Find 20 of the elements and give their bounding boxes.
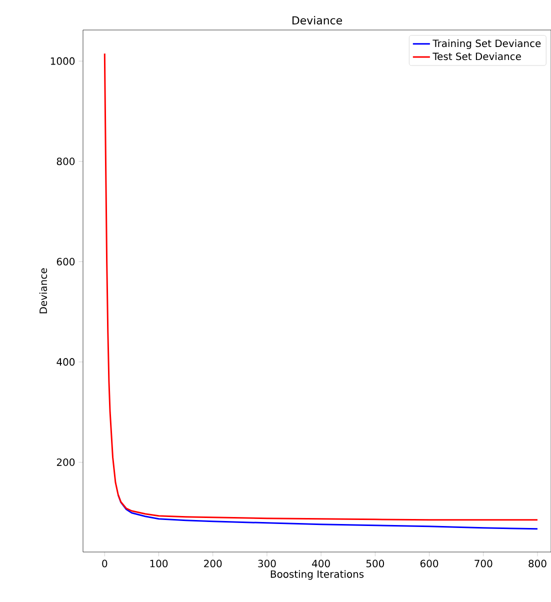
x-tick-label: 400	[312, 560, 330, 568]
x-axis-title: Boosting Iterations	[270, 570, 364, 580]
x-tick-label: 800	[528, 560, 546, 568]
x-tick-label: 0	[102, 560, 108, 568]
y-axis-title: Deviance	[39, 268, 48, 314]
chart-title: Deviance	[292, 16, 342, 24]
line-series	[117, 494, 538, 530]
x-tick-label: 200	[204, 560, 222, 568]
y-tick-label: 600	[56, 258, 75, 266]
x-tick-label: 500	[366, 560, 384, 568]
x-tick-label: 100	[150, 560, 168, 568]
y-tick-label: 400	[56, 358, 75, 366]
y-tick-label: 800	[56, 158, 75, 166]
x-tick-label: 300	[258, 560, 276, 568]
y-tick-label: 1000	[50, 57, 75, 65]
legend-label: Test Set Deviance	[432, 52, 521, 60]
y-tick-label: 200	[56, 458, 75, 466]
legend-label: Training Set Deviance	[432, 39, 541, 50]
x-tick-label: 700	[474, 560, 492, 568]
x-tick-label: 600	[420, 560, 438, 568]
